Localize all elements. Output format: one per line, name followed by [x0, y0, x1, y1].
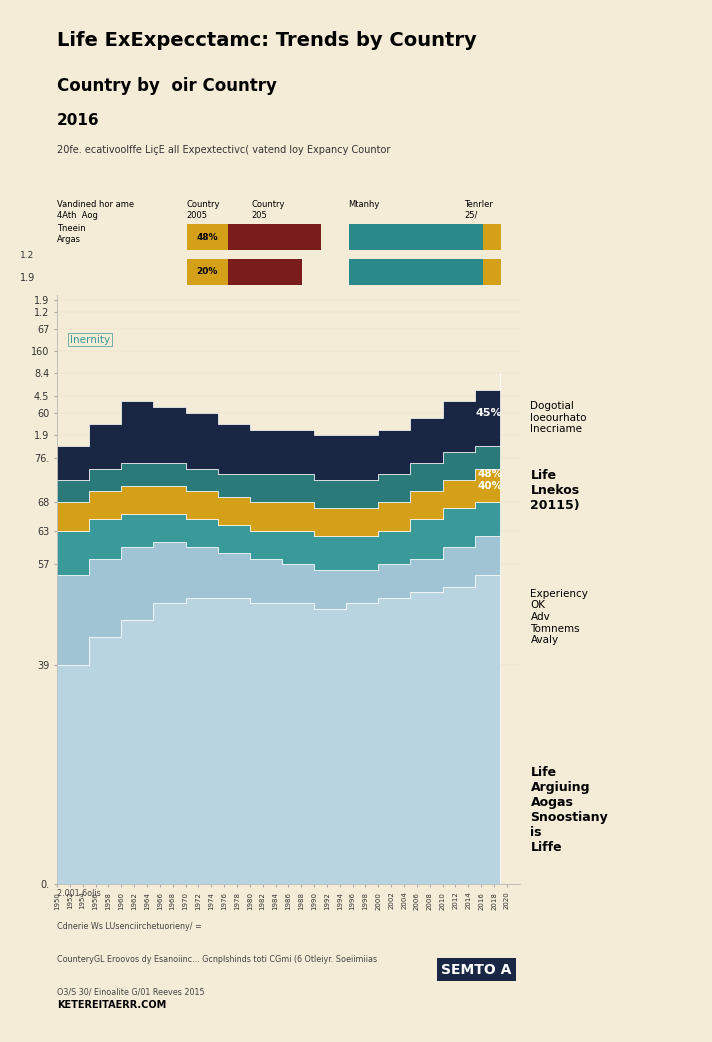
- Bar: [483, 224, 501, 250]
- Text: O3/S 30/ Einoalite G/01 Reeves 2015: O3/S 30/ Einoalite G/01 Reeves 2015: [57, 988, 204, 996]
- Bar: [349, 259, 483, 284]
- Text: SEMTO A: SEMTO A: [441, 963, 511, 976]
- Text: Mtanhy: Mtanhy: [349, 200, 380, 209]
- Text: 45%: 45%: [476, 407, 503, 418]
- Text: 20%: 20%: [197, 267, 218, 276]
- Bar: [187, 259, 228, 284]
- Bar: [228, 259, 303, 284]
- Text: Inernity: Inernity: [70, 334, 110, 345]
- Text: 20fe. ecativoolffe LiçE all Expextectivc( vatend loy Expancy Countor: 20fe. ecativoolffe LiçE all Expextectivc…: [57, 145, 390, 155]
- Text: Country
2005: Country 2005: [187, 200, 220, 220]
- Text: KETEREITAERR.COM: KETEREITAERR.COM: [57, 999, 166, 1010]
- Text: 1.2: 1.2: [20, 250, 34, 259]
- Text: Life
Argiuing
Aogas
Snoostiany
is
Liffe: Life Argiuing Aogas Snoostiany is Liffe: [530, 766, 608, 853]
- Bar: [228, 224, 320, 250]
- Text: Experiency
OK
Adv
Tomnems
Avaly: Experiency OK Adv Tomnems Avaly: [530, 589, 588, 645]
- Bar: [349, 224, 483, 250]
- Text: Country by  oir Country: Country by oir Country: [57, 77, 277, 95]
- Text: Life
Lnekos
20115): Life Lnekos 20115): [530, 469, 580, 512]
- Text: Life ExExpecctamc: Trends by Country: Life ExExpecctamc: Trends by Country: [57, 31, 477, 50]
- Text: CounteryGL Eroovos dy Esanoiinc... Gcnplshinds toti CGmi (6 Otleiyr. Soeiimiias: CounteryGL Eroovos dy Esanoiinc... Gcnpl…: [57, 954, 377, 964]
- Text: 2016: 2016: [57, 113, 100, 127]
- Text: Country
205: Country 205: [251, 200, 285, 220]
- Bar: [187, 224, 228, 250]
- Text: 48%: 48%: [197, 232, 218, 242]
- Text: Vandined hor ame
4Ath  Aog: Vandined hor ame 4Ath Aog: [57, 200, 134, 220]
- Text: Cdnerie Ws LUsenciirchetuorieny/ =: Cdnerie Ws LUsenciirchetuorieny/ =: [57, 922, 201, 931]
- Text: 1.9: 1.9: [20, 273, 35, 283]
- Text: 40%: 40%: [477, 480, 503, 491]
- Text: 48%: 48%: [477, 469, 503, 479]
- Text: Dogotial
loeourhato
Inecriame: Dogotial loeourhato Inecriame: [530, 401, 587, 435]
- Text: Tenrler
25/: Tenrler 25/: [464, 200, 493, 220]
- Text: Tneein
Argas: Tneein Argas: [57, 224, 85, 244]
- Bar: [483, 259, 501, 284]
- Text: 2.001 6olis: 2.001 6olis: [57, 889, 100, 898]
